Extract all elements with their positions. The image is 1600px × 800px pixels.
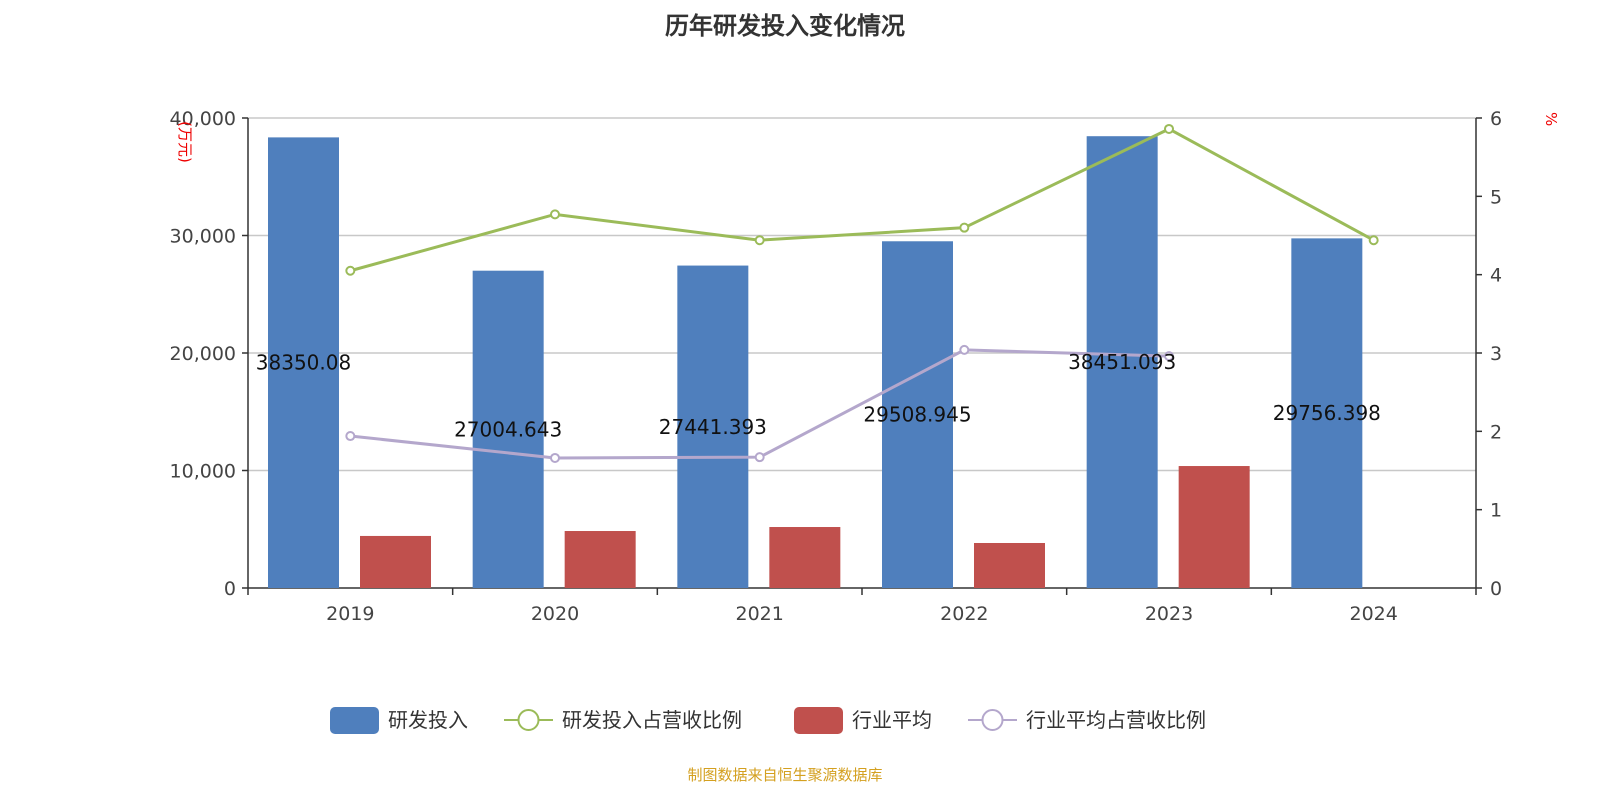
y-right-tick-label: 2	[1490, 421, 1502, 443]
data-label: 29756.398	[1273, 401, 1381, 425]
legend-label: 行业平均占营收比例	[1026, 708, 1206, 732]
data-label: 27441.393	[659, 415, 767, 439]
x-tick-label: 2020	[531, 603, 579, 625]
x-tick-label: 2023	[1145, 603, 1193, 625]
industry-ratio-point	[754, 452, 765, 463]
bar-rd-investment	[1086, 136, 1158, 589]
data-label: 29508.945	[863, 403, 971, 427]
y-left-axis-label: (万元)	[176, 121, 194, 163]
y-right-tick-label: 3	[1490, 343, 1502, 365]
rd-ratio-point	[345, 265, 356, 276]
rd-ratio-point	[1368, 235, 1379, 246]
legend-label: 研发投入	[388, 708, 468, 732]
legend-swatch	[330, 707, 379, 734]
y-left-tick-label: 10,000	[170, 461, 236, 483]
x-tick-label: 2024	[1349, 603, 1397, 625]
legend-swatch	[794, 707, 843, 734]
legend-swatch	[517, 709, 540, 731]
y-left-tick-label: 0	[224, 578, 236, 600]
x-tick-label: 2022	[940, 603, 988, 625]
rd-ratio-point	[1164, 123, 1174, 134]
source-note: 制图数据来自恒生聚源数据库	[687, 766, 883, 784]
y-left-tick-label: 40,000	[170, 108, 236, 130]
rd-ratio-line	[349, 127, 1375, 273]
bar-industry-average	[1178, 466, 1250, 588]
bar-rd-investment	[1291, 238, 1363, 589]
bar-industry-average	[564, 531, 636, 588]
x-tick-label: 2021	[735, 603, 783, 625]
industry-ratio-point	[550, 452, 560, 463]
bar-industry-average	[360, 535, 431, 588]
y-right-tick-label: 6	[1490, 108, 1502, 130]
industry-ratio-point	[345, 431, 356, 442]
legend-label: 行业平均	[852, 708, 932, 732]
y-left-tick-label: 30,000	[170, 226, 236, 248]
industry-ratio-point	[959, 344, 970, 355]
x-tick-label: 2019	[326, 603, 374, 625]
data-label: 38451.093	[1068, 350, 1176, 374]
bar-rd-investment	[268, 137, 339, 588]
y-left-tick-label: 20,000	[170, 343, 236, 365]
rd-ratio-point	[754, 235, 765, 246]
y-right-axis-label: %	[1542, 112, 1560, 126]
y-right-tick-label: 1	[1490, 500, 1502, 522]
y-right-tick-label: 5	[1490, 186, 1502, 208]
bar-rd-investment	[677, 265, 749, 588]
chart-title: 历年研发投入变化情况	[665, 12, 905, 40]
bar-industry-average	[974, 542, 1045, 588]
bar-rd-investment	[882, 241, 953, 588]
industry-ratio-point	[1164, 351, 1174, 362]
rd-ratio-point	[959, 222, 970, 233]
rd-ratio-point	[550, 209, 560, 220]
bar-industry-average	[769, 527, 841, 588]
y-right-tick-label: 0	[1490, 578, 1502, 600]
data-label: 38350.08	[256, 351, 351, 375]
data-label: 27004.643	[454, 417, 562, 441]
y-right-tick-label: 4	[1490, 265, 1502, 287]
bar-rd-investment	[472, 270, 544, 588]
legend-swatch	[981, 709, 1004, 731]
legend-label: 研发投入占营收比例	[562, 708, 742, 732]
